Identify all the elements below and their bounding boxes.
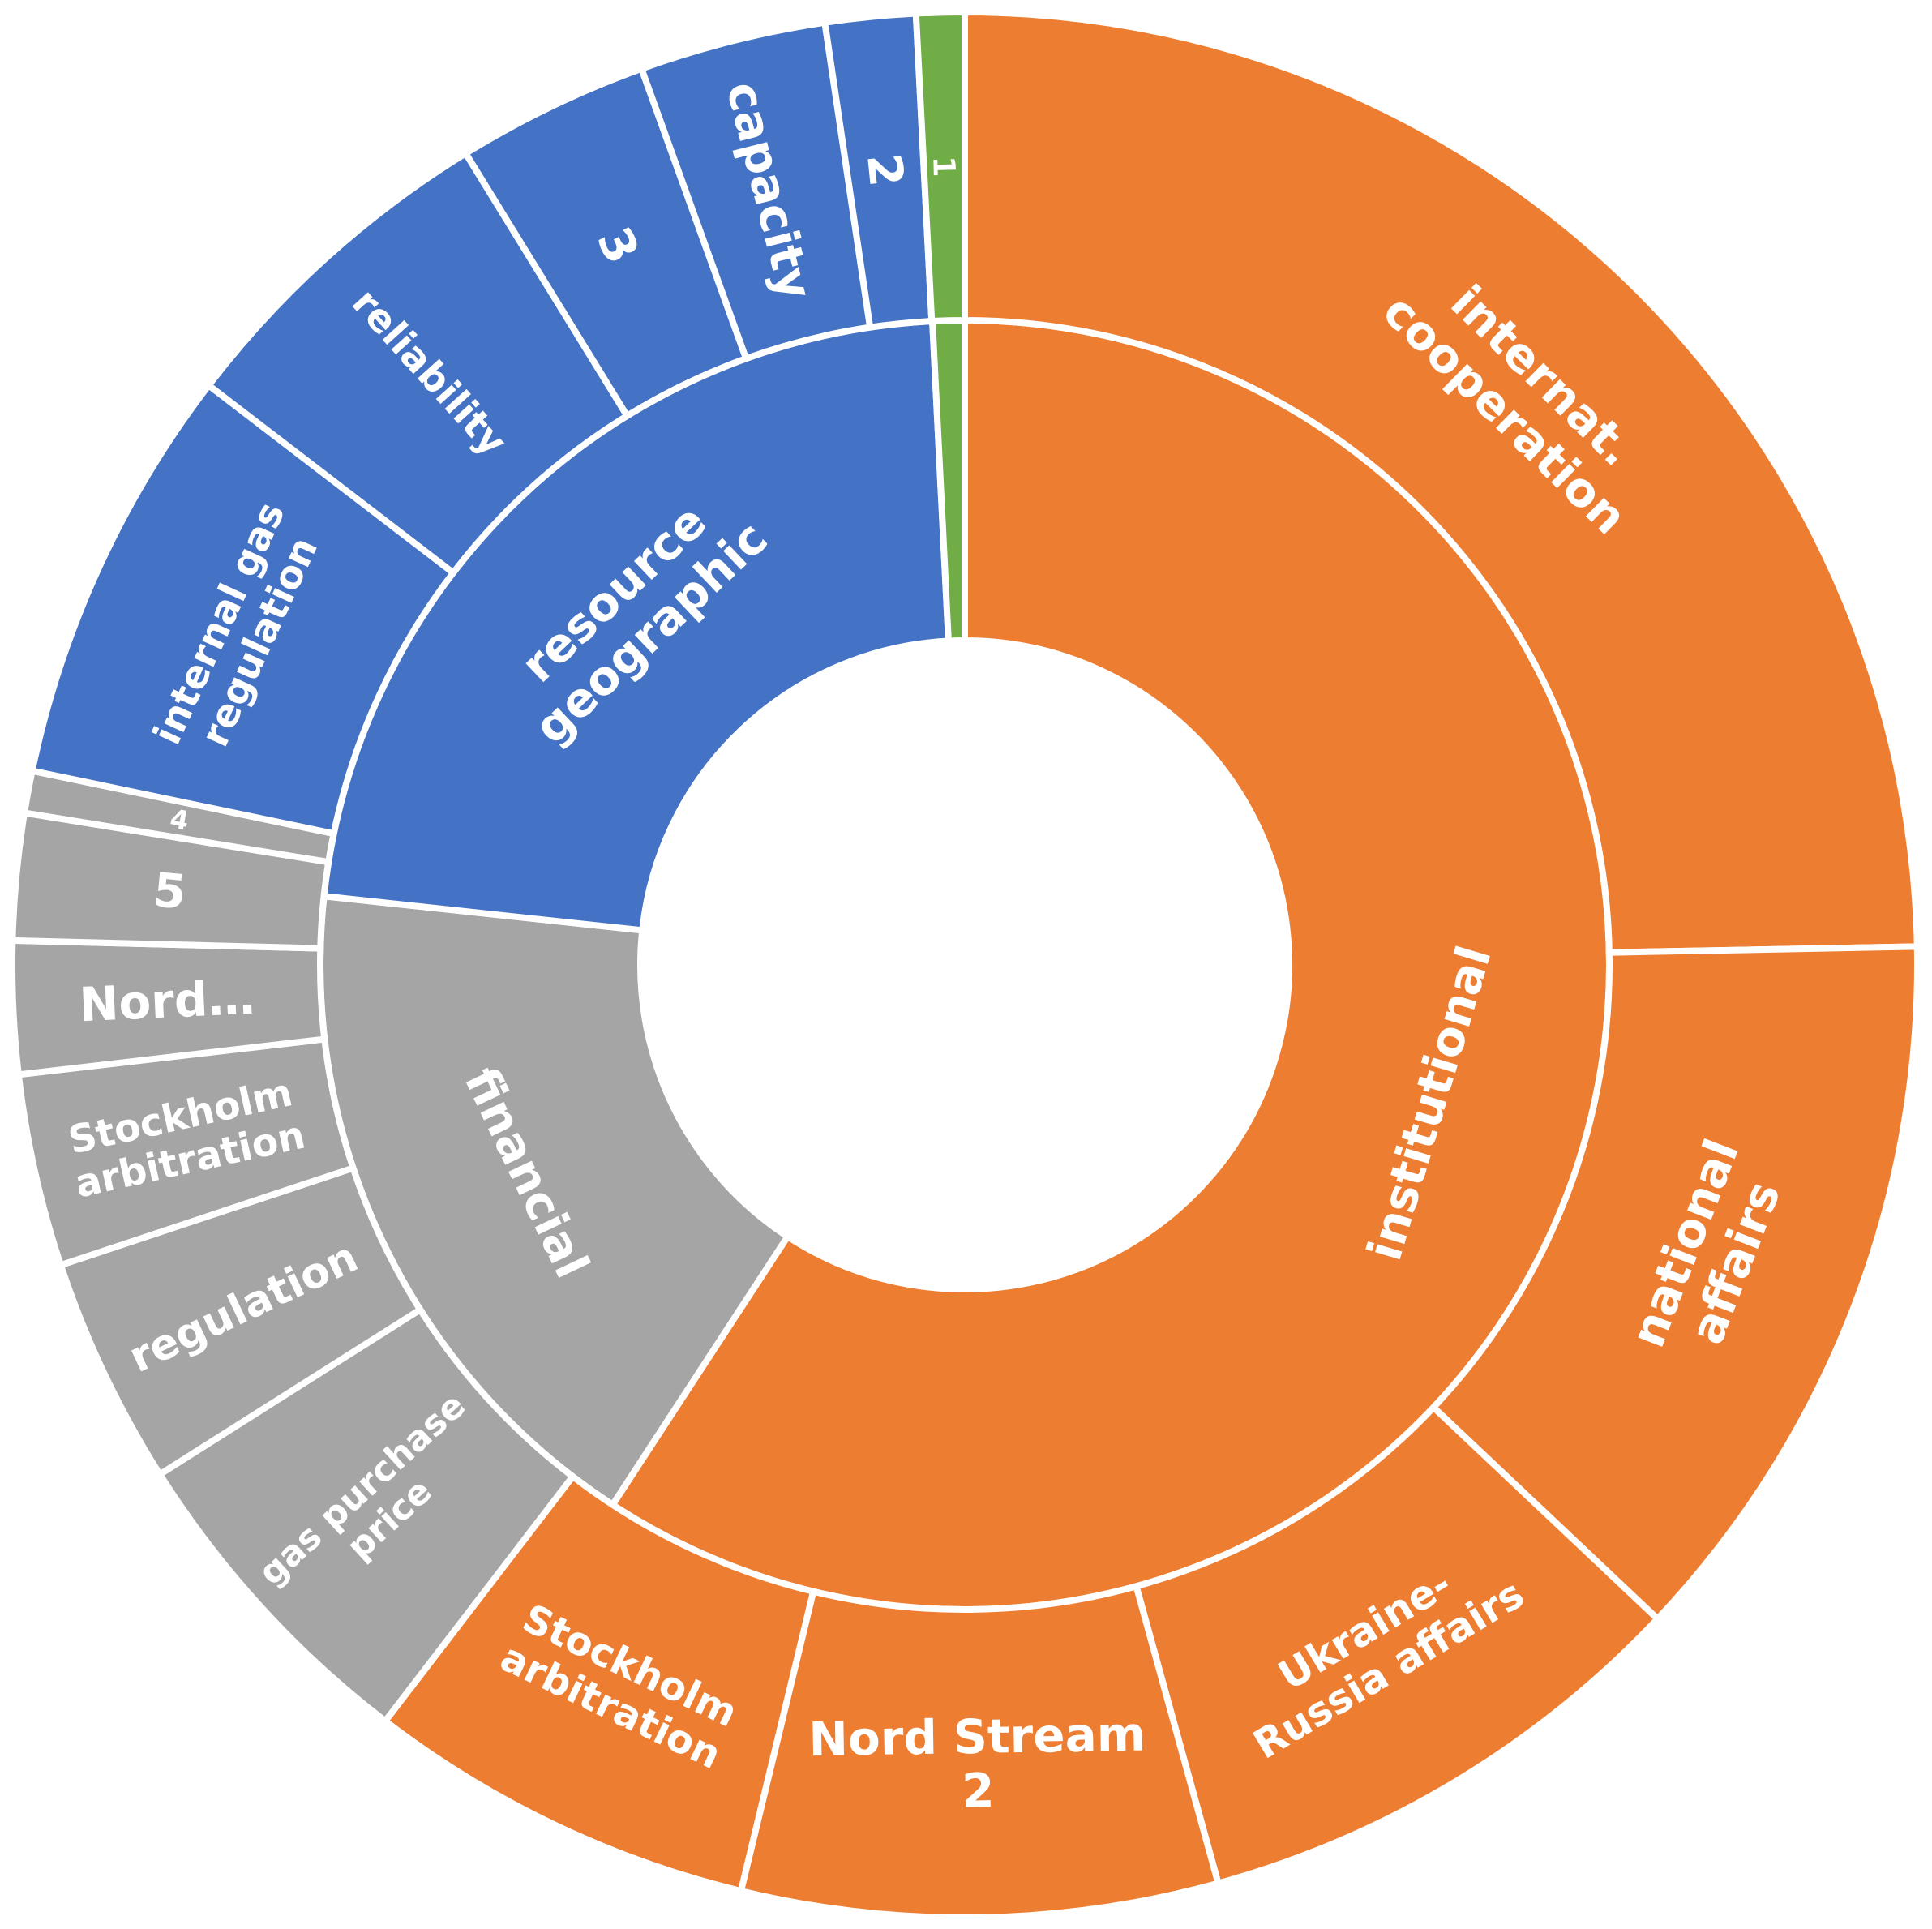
outer-label-3: Nord Stream2 <box>808 1707 1147 1821</box>
outer-segment-institutional-internat-cooperation-0[interactable] <box>962 8 1921 956</box>
outer-segment-institutional-national-affairs-1[interactable] <box>1429 943 1921 1624</box>
outer-label-15: 2 <box>856 151 915 189</box>
outer-label-9: 5 <box>151 862 188 919</box>
outer-label-16: 1 <box>926 156 962 178</box>
outer-segment-other-1-16[interactable] <box>912 8 968 325</box>
outer-label-8: Nord… <box>78 970 255 1033</box>
